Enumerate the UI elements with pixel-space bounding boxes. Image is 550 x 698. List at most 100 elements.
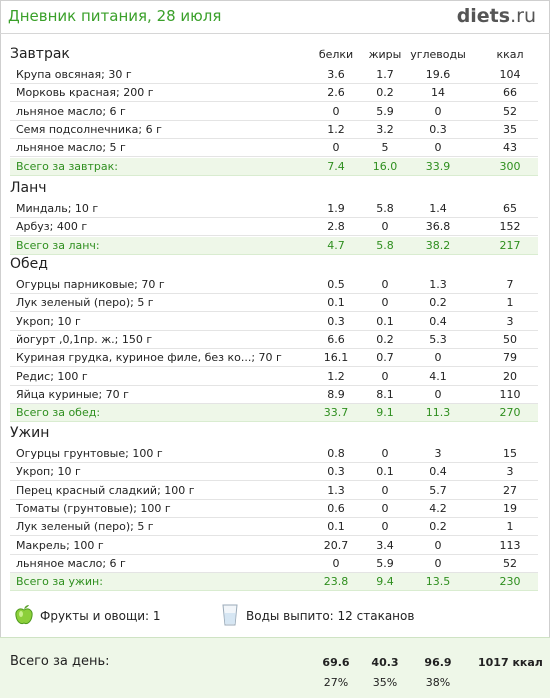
- apple-icon: [15, 605, 33, 625]
- cell-kcal: 65: [503, 202, 517, 215]
- food-row[interactable]: Морковь красная; 200 г 2.6 0.2 14 66: [10, 84, 538, 102]
- cell-protein: 0.3: [327, 315, 345, 328]
- food-row[interactable]: Томаты (грунтовые); 100 г 0.6 0 4.2 19: [10, 500, 538, 518]
- food-row[interactable]: Перец красный сладкий; 100 г 1.3 0 5.7 27: [10, 482, 538, 500]
- food-name: Лук зеленый (перо); 5 г: [16, 520, 154, 533]
- cell-kcal: 1: [506, 296, 514, 309]
- cell-carbs: 33.9: [425, 160, 451, 173]
- cell-protein: 2.6: [327, 86, 345, 99]
- cell-kcal: 43: [503, 141, 517, 154]
- cell-fat: 0: [381, 370, 389, 383]
- cell-protein: 16.1: [323, 351, 349, 364]
- cell-fat: 9.1: [376, 406, 394, 419]
- cell-kcal: 35: [503, 123, 517, 136]
- cell-carbs: 5.3: [429, 333, 447, 346]
- cell-carbs: 4.2: [429, 502, 447, 515]
- cell-carbs: 36.8: [425, 220, 451, 233]
- food-name: Редис; 100 г: [16, 370, 88, 383]
- cell-fat: 0: [381, 296, 389, 309]
- cell-protein: 1.2: [327, 370, 345, 383]
- food-name: льняное масло; 6 г: [16, 557, 126, 570]
- food-row[interactable]: Лук зеленый (перо); 5 г 0.1 0 0.2 1: [10, 518, 538, 536]
- cell-protein: 0.8: [327, 447, 345, 460]
- cell-carbs: 0: [434, 539, 442, 552]
- food-name: Крупа овсяная; 30 г: [16, 68, 132, 81]
- food-row[interactable]: льняное масло; 5 г 0 5 0 43: [10, 139, 538, 157]
- food-row[interactable]: Лук зеленый (перо); 5 г 0.1 0 0.2 1: [10, 294, 538, 312]
- cell-kcal: 52: [503, 105, 517, 118]
- cell-fat: 8.1: [376, 388, 394, 401]
- cell-kcal: 270: [499, 406, 521, 419]
- cell-fat: 5: [381, 141, 389, 154]
- cell-fat: 3.2: [376, 123, 394, 136]
- day-total-label: Всего за день:: [10, 654, 110, 669]
- meal-total-label: Всего за ланч:: [16, 239, 100, 252]
- cell-kcal: 7: [506, 278, 514, 291]
- food-name: льняное масло; 5 г: [16, 141, 126, 154]
- cell-kcal: 52: [503, 557, 517, 570]
- food-row[interactable]: Огурцы парниковые; 70 г 0.5 0 1.3 7: [10, 276, 538, 294]
- cell-fat: 5.8: [376, 239, 394, 252]
- cell-carbs: 13.5: [425, 575, 451, 588]
- food-row[interactable]: Семя подсолнечника; 6 г 1.2 3.2 0.3 35: [10, 121, 538, 139]
- cell-fat: 1.7: [376, 68, 394, 81]
- cell-kcal: 27: [503, 484, 517, 497]
- food-row[interactable]: Огурцы грунтовые; 100 г 0.8 0 3 15: [10, 445, 538, 463]
- cell-fat: 5.9: [376, 557, 394, 570]
- cell-kcal: 15: [503, 447, 517, 460]
- cell-carbs: 0: [434, 557, 442, 570]
- water-count-label: Воды выпито: 12 стаканов: [246, 609, 415, 623]
- food-row[interactable]: Куриная грудка, куриное филе, без ко...;…: [10, 349, 538, 367]
- cell-fat: 16.0: [372, 160, 398, 173]
- food-row[interactable]: льняное масло; 6 г 0 5.9 0 52: [10, 555, 538, 573]
- cell-kcal: 104: [499, 68, 521, 81]
- cell-carbs: 0: [434, 351, 442, 364]
- cell-fat: 0.7: [376, 351, 394, 364]
- food-row[interactable]: Миндаль; 10 г 1.9 5.8 1.4 65: [10, 200, 538, 218]
- food-row[interactable]: Укроп; 10 г 0.3 0.1 0.4 3: [10, 313, 538, 331]
- food-name: Огурцы парниковые; 70 г: [16, 278, 165, 291]
- cell-carbs: 4.1: [429, 370, 447, 383]
- brand-name: diets: [456, 5, 511, 27]
- meal-total-row: Всего за ланч: 4.7 5.8 38.2 217: [10, 237, 538, 255]
- cell-fat: 0: [381, 447, 389, 460]
- cell-protein: 0.6: [327, 502, 345, 515]
- food-row[interactable]: йогурт ,0,1пр. ж.; 150 г 6.6 0.2 5.3 50: [10, 331, 538, 349]
- food-row[interactable]: Макрель; 100 г 20.7 3.4 0 113: [10, 537, 538, 555]
- cell-protein: 0: [332, 557, 340, 570]
- cell-carbs: 1.4: [429, 202, 447, 215]
- cell-kcal: 110: [499, 388, 521, 401]
- page-title: Дневник питания, 28 июля: [8, 7, 222, 25]
- food-row[interactable]: Яйца куриные; 70 г 8.9 8.1 0 110: [10, 386, 538, 404]
- food-row[interactable]: Арбуз; 400 г 2.8 0 36.8 152: [10, 218, 538, 236]
- food-row[interactable]: Крупа овсяная; 30 г 3.6 1.7 19.6 104: [10, 66, 538, 84]
- cell-protein: 20.7: [323, 539, 349, 552]
- meal-total-label: Всего за завтрак:: [16, 160, 119, 173]
- header-divider: [0, 33, 550, 34]
- cell-kcal: 217: [499, 239, 521, 252]
- food-row[interactable]: Редис; 100 г 1.2 0 4.1 20: [10, 368, 538, 386]
- food-row[interactable]: льняное масло; 6 г 0 5.9 0 52: [10, 103, 538, 121]
- food-name: йогурт ,0,1пр. ж.; 150 г: [16, 333, 153, 346]
- food-row[interactable]: Укроп; 10 г 0.3 0.1 0.4 3: [10, 463, 538, 481]
- cell-fat: 9.4: [376, 575, 394, 588]
- cell-kcal: 3: [506, 465, 514, 478]
- cell-carbs: 0: [434, 105, 442, 118]
- cell-protein: 6.6: [327, 333, 345, 346]
- cell-protein: 8.9: [327, 388, 345, 401]
- cell-carbs: 0.4: [429, 315, 447, 328]
- cell-carbs: 38.2: [425, 239, 451, 252]
- cell-protein: 1.9: [327, 202, 345, 215]
- food-name: Укроп; 10 г: [16, 315, 81, 328]
- food-name: Морковь красная; 200 г: [16, 86, 154, 99]
- cell-carbs: 0.4: [429, 465, 447, 478]
- cell-protein: 33.7: [323, 406, 349, 419]
- cell-fat: 5.9: [376, 105, 394, 118]
- cell-protein: 7.4: [327, 160, 345, 173]
- brand-logo[interactable]: diets.ru: [457, 5, 536, 27]
- cell-kcal: 3: [506, 315, 514, 328]
- cell-carbs: 5.7: [429, 484, 447, 497]
- food-name: льняное масло; 6 г: [16, 105, 126, 118]
- fruits-count-label: Фрукты и овощи: 1: [40, 609, 161, 623]
- cell-kcal: 50: [503, 333, 517, 346]
